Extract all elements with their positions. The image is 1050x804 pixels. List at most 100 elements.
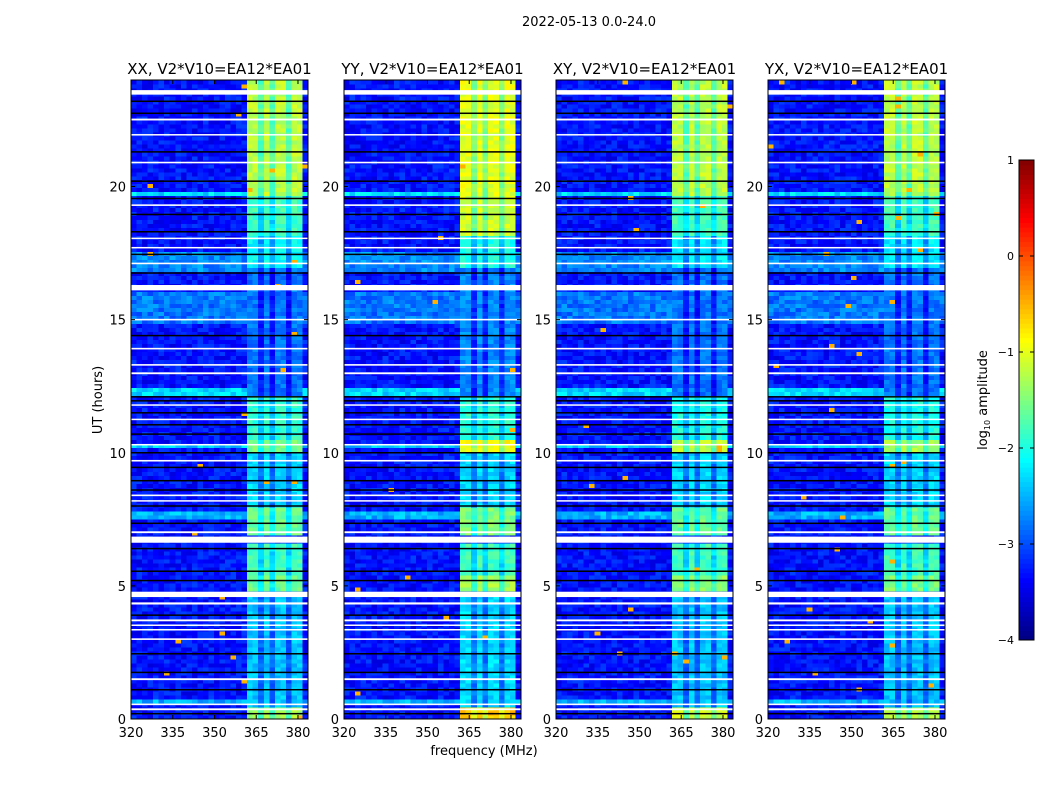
heatmap-cell	[175, 595, 182, 600]
heatmap-cell	[296, 419, 303, 424]
heatmap-cell	[186, 395, 193, 400]
heatmap-cell	[302, 279, 309, 285]
heatmap-cell	[225, 151, 231, 157]
heatmap-cell	[136, 267, 143, 273]
heatmap-cell	[164, 151, 171, 157]
heatmap-cell	[241, 115, 248, 121]
heatmap-cell	[274, 259, 281, 265]
heatmap-cell	[219, 663, 226, 668]
heatmap-cell	[213, 331, 220, 336]
heatmap-cell	[302, 479, 309, 484]
heatmap-cell	[142, 383, 148, 388]
heatmap-cell	[274, 631, 281, 636]
heatmap-cell	[241, 587, 248, 592]
heatmap-cell	[236, 255, 243, 261]
heatmap-cell	[274, 103, 281, 109]
heatmap-cell	[258, 311, 265, 317]
heatmap-cell	[169, 579, 176, 584]
heatmap-cell	[219, 443, 226, 448]
heatmap-cell	[153, 407, 160, 412]
heatmap-cell	[302, 443, 309, 448]
heatmap-cell	[142, 679, 148, 684]
heatmap-cell	[169, 391, 176, 396]
heatmap-cell	[230, 675, 237, 680]
heatmap-cell	[285, 163, 292, 169]
heatmap-cell	[258, 515, 265, 520]
heatmap-cell	[208, 163, 215, 169]
heatmap-cell	[131, 135, 137, 141]
heatmap-cell	[213, 703, 220, 708]
heatmap-cell	[285, 563, 292, 568]
heatmap-cell	[285, 475, 292, 480]
heatmap-cell	[252, 167, 259, 173]
heatmap-cell	[147, 143, 154, 149]
heatmap-cell	[147, 355, 154, 360]
heatmap-cell	[247, 375, 254, 380]
heatmap-cell	[241, 543, 248, 548]
heatmap-cell	[169, 475, 176, 480]
heatmap-cell	[202, 683, 209, 688]
heatmap-cell	[131, 299, 137, 305]
heatmap-cell	[225, 615, 231, 620]
heatmap-cell	[186, 647, 193, 652]
heatmap-cell	[191, 219, 198, 225]
heatmap-cell	[131, 383, 137, 388]
heatmap-cell	[296, 655, 303, 660]
heatmap-cell	[219, 551, 226, 556]
heatmap-cell	[208, 143, 215, 149]
heatmap-cell	[252, 619, 259, 624]
heatmap-cell	[269, 155, 276, 161]
heatmap-cell	[247, 355, 254, 360]
heatmap-cell	[169, 411, 176, 416]
heatmap-cell	[186, 587, 193, 592]
heatmap-cell	[247, 275, 254, 281]
heatmap-cell	[136, 683, 143, 688]
heatmap-cell	[269, 507, 276, 512]
heatmap-cell	[269, 279, 276, 285]
heatmap-cell	[197, 527, 204, 532]
figure-title: 2022-05-13 0.0-24.0	[522, 15, 656, 30]
heatmap-cell	[296, 335, 303, 340]
heatmap-cell	[186, 255, 193, 261]
heatmap-cell	[131, 191, 137, 197]
heatmap-cell	[164, 155, 171, 161]
heatmap-cell	[180, 203, 187, 209]
heatmap-cell	[302, 667, 309, 672]
heatmap-cell	[241, 139, 248, 145]
heatmap-cell	[213, 347, 220, 352]
heatmap-cell	[285, 559, 292, 564]
heatmap-cell	[197, 179, 204, 185]
heatmap-cell	[230, 143, 237, 149]
heatmap-cell	[274, 167, 281, 173]
heatmap-cell	[175, 695, 182, 700]
heatmap-cell	[241, 643, 248, 648]
heatmap-cell	[208, 367, 215, 372]
heatmap-cell	[247, 331, 254, 336]
heatmap-cell	[285, 515, 292, 520]
heatmap-cell	[280, 619, 287, 624]
heatmap-cell	[219, 223, 226, 229]
heatmap-cell	[230, 679, 237, 684]
heatmap-cell	[258, 635, 265, 640]
heatmap-cell	[158, 691, 165, 696]
heatmap-cell	[136, 127, 143, 133]
heatmap-cell	[230, 611, 237, 616]
heatmap-cell	[186, 667, 193, 672]
heatmap-cell	[247, 143, 254, 149]
heatmap-cell	[258, 147, 265, 153]
heatmap-cell	[285, 375, 292, 380]
heatmap-cell	[180, 139, 187, 145]
heatmap-cell	[191, 439, 198, 444]
heatmap-cell	[280, 135, 287, 141]
heatmap-cell	[131, 179, 137, 185]
heatmap-cell	[175, 327, 182, 332]
heatmap-cell	[213, 543, 220, 548]
heatmap-cell	[252, 391, 259, 396]
heatmap-cell	[219, 675, 226, 680]
heatmap-cell	[142, 447, 148, 452]
heatmap-cell	[269, 203, 276, 209]
heatmap-cell	[208, 391, 215, 396]
heatmap-cell	[230, 263, 237, 269]
heatmap-cell	[169, 415, 176, 420]
heatmap-cell	[225, 443, 231, 448]
